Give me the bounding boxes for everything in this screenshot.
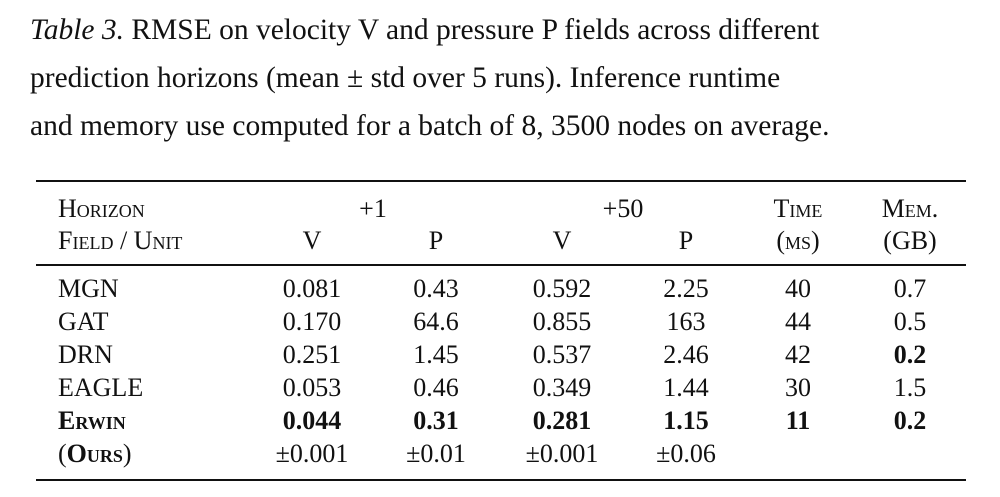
header-mem-unit: (GB) bbox=[883, 226, 937, 255]
row-ours-p50-std: ±0.06 bbox=[656, 439, 716, 468]
header-p-plus50: P bbox=[678, 226, 694, 255]
header-horizon-plus50: +50 bbox=[602, 194, 644, 223]
row-mgn-mem: 0.7 bbox=[893, 274, 927, 303]
row-erwin-p50: 1.15 bbox=[663, 406, 709, 435]
row-name-drn: DRN bbox=[58, 340, 113, 369]
row-drn-mem: 0.2 bbox=[893, 340, 927, 369]
row-gat-time: 44 bbox=[785, 307, 811, 336]
caption-line-3: and memory use computed for a batch of 8… bbox=[30, 110, 830, 142]
row-gat-v1: 0.170 bbox=[282, 307, 342, 336]
row-eagle-p1: 0.46 bbox=[413, 373, 459, 402]
ours-open-paren: ( bbox=[58, 439, 67, 468]
row-mgn-p1: 0.43 bbox=[413, 274, 459, 303]
header-field-unit: Field / Unit bbox=[58, 226, 183, 255]
row-erwin-v50: 0.281 bbox=[532, 406, 592, 435]
row-drn-p1: 1.45 bbox=[413, 340, 459, 369]
row-eagle-v50: 0.349 bbox=[532, 373, 592, 402]
row-name-gat: GAT bbox=[58, 307, 109, 336]
row-name-eagle: EAGLE bbox=[58, 373, 144, 402]
row-ours-p1-std: ±0.01 bbox=[406, 439, 466, 468]
ours-label: Ours bbox=[66, 439, 123, 468]
row-name-mgn: MGN bbox=[58, 274, 119, 303]
row-name-ours: (Ours) bbox=[58, 439, 132, 469]
table-caption: Table 3. RMSE on velocity V and pressure… bbox=[30, 6, 980, 150]
header-mem: Mem. bbox=[881, 194, 939, 223]
row-mgn-v50: 0.592 bbox=[532, 274, 592, 303]
row-eagle-mem: 1.5 bbox=[893, 373, 927, 402]
row-gat-mem: 0.5 bbox=[893, 307, 927, 336]
caption-line-1: Table 3. RMSE on velocity V and pressure… bbox=[30, 6, 980, 54]
table-header-rule bbox=[36, 264, 966, 266]
row-erwin-mem: 0.2 bbox=[893, 406, 927, 435]
table-bottom-rule bbox=[36, 479, 966, 481]
row-gat-v50: 0.855 bbox=[532, 307, 592, 336]
ours-close-paren: ) bbox=[122, 439, 132, 468]
row-gat-p1: 64.6 bbox=[413, 307, 459, 336]
row-erwin-time: 11 bbox=[785, 406, 811, 435]
caption-line-2: prediction horizons (mean ± std over 5 r… bbox=[30, 62, 781, 94]
header-time: Time bbox=[773, 194, 823, 223]
row-ours-v1-std: ±0.001 bbox=[275, 439, 349, 468]
header-time-unit: (ms) bbox=[776, 226, 820, 255]
row-drn-v1: 0.251 bbox=[282, 340, 342, 369]
row-drn-time: 42 bbox=[785, 340, 811, 369]
row-drn-v50: 0.537 bbox=[532, 340, 592, 369]
row-mgn-p50: 2.25 bbox=[663, 274, 709, 303]
header-v-plus50: V bbox=[552, 226, 572, 255]
row-ours-v50-std: ±0.001 bbox=[525, 439, 599, 468]
row-erwin-p1: 0.31 bbox=[413, 406, 459, 435]
caption-label: Table 3. bbox=[30, 14, 124, 46]
row-gat-p50: 163 bbox=[666, 307, 706, 336]
row-name-erwin: Erwin bbox=[58, 406, 126, 435]
row-mgn-v1: 0.081 bbox=[282, 274, 342, 303]
header-horizon-plus1: +1 bbox=[359, 194, 387, 223]
header-horizon: Horizon bbox=[58, 194, 145, 223]
header-p-plus1: P bbox=[428, 226, 444, 255]
row-drn-p50: 2.46 bbox=[663, 340, 709, 369]
row-eagle-time: 30 bbox=[785, 373, 811, 402]
row-eagle-p50: 1.44 bbox=[663, 373, 709, 402]
row-eagle-v1: 0.053 bbox=[282, 373, 342, 402]
row-mgn-time: 40 bbox=[785, 274, 811, 303]
table-top-rule bbox=[36, 180, 966, 182]
header-v-plus1: V bbox=[302, 226, 322, 255]
row-erwin-v1: 0.044 bbox=[282, 406, 342, 435]
caption-text-1: RMSE on velocity V and pressure P fields… bbox=[124, 14, 820, 46]
